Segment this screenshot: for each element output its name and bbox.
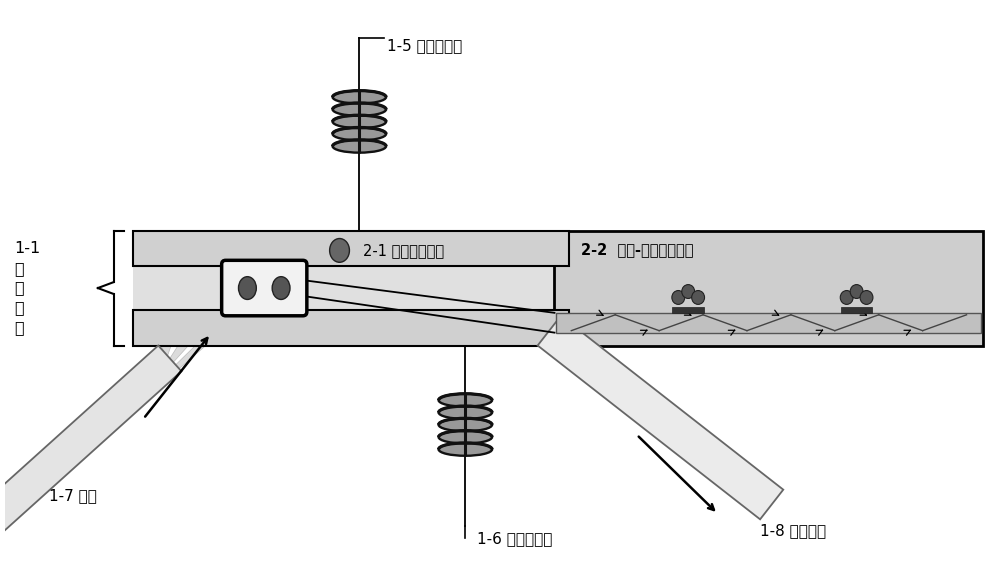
Ellipse shape [850,285,863,299]
Polygon shape [490,341,541,346]
Polygon shape [176,346,206,369]
Polygon shape [538,316,783,519]
Ellipse shape [272,277,290,299]
Polygon shape [170,346,188,362]
FancyBboxPatch shape [554,230,983,346]
Polygon shape [161,346,171,356]
Text: 2-2  抗体-复合磁微粒子: 2-2 抗体-复合磁微粒子 [581,242,694,258]
Ellipse shape [333,103,386,116]
FancyBboxPatch shape [222,260,307,316]
Ellipse shape [330,239,349,262]
Text: 1-8 检测装置: 1-8 检测装置 [760,523,826,538]
FancyBboxPatch shape [672,308,704,313]
Ellipse shape [439,418,492,431]
FancyBboxPatch shape [133,230,569,266]
Text: 1-1
检
测
芯
片: 1-1 检 测 芯 片 [15,241,41,335]
Polygon shape [507,333,547,346]
Ellipse shape [439,394,492,407]
Ellipse shape [333,91,386,103]
Ellipse shape [333,140,386,153]
FancyBboxPatch shape [133,266,569,310]
Text: 1-6 下电磁线圈: 1-6 下电磁线圈 [477,531,553,546]
FancyBboxPatch shape [841,308,872,313]
Polygon shape [143,346,162,349]
Ellipse shape [333,115,386,128]
Ellipse shape [439,443,492,456]
Polygon shape [0,346,181,557]
Ellipse shape [672,290,685,305]
Ellipse shape [439,406,492,419]
Ellipse shape [333,128,386,141]
FancyBboxPatch shape [556,313,981,333]
Ellipse shape [860,290,873,305]
FancyBboxPatch shape [133,310,569,346]
Ellipse shape [439,430,492,443]
Polygon shape [525,326,553,346]
Ellipse shape [238,277,256,299]
Ellipse shape [682,285,695,299]
Ellipse shape [692,290,705,305]
Ellipse shape [840,290,853,305]
Text: 1-5 上电磁线圈: 1-5 上电磁线圈 [387,38,462,53]
Polygon shape [542,319,558,346]
Text: 2-1 复合磁微粒子: 2-1 复合磁微粒子 [363,243,444,258]
Text: 1-7 光源: 1-7 光源 [49,489,97,503]
